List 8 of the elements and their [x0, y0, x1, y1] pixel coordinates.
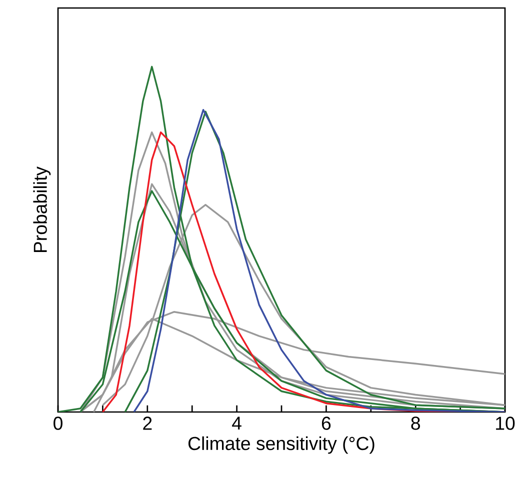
- x-tick-label: 4: [232, 416, 242, 430]
- x-tick-label: 0: [54, 416, 62, 430]
- x-tick-label: 10: [496, 416, 515, 430]
- x-tick-label: 8: [411, 416, 420, 430]
- x-tick-label: 6: [322, 416, 331, 430]
- x-tick-label: 2: [143, 416, 152, 430]
- y-axis-title: Probability: [33, 166, 51, 252]
- x-axis-title: Climate sensitivity (°C): [188, 436, 374, 454]
